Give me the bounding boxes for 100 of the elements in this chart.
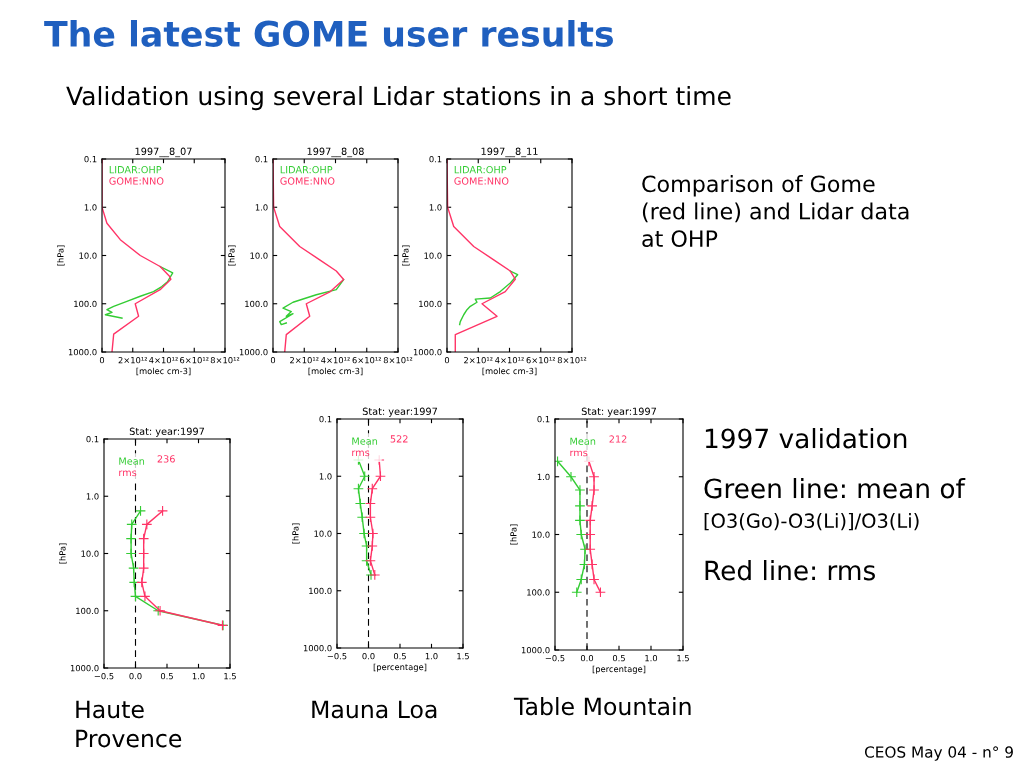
y-tick-label: 0.1 — [84, 155, 97, 163]
x-axis-title: [molec cm-3] — [482, 367, 537, 376]
chart-title: 1997__8_07 — [135, 147, 192, 158]
y-tick-label: 1000.0 — [68, 348, 97, 356]
series-label: GOME:NNO — [454, 177, 509, 185]
x-tick-label: −0.5 — [94, 673, 114, 680]
annotation: 236 — [157, 455, 175, 463]
text: LIDAR:OHP — [109, 165, 162, 174]
x-tick-label: 0.0 — [129, 673, 142, 680]
y-tick-label: 10.0 — [250, 252, 268, 259]
x-tick-label: 0.5 — [160, 673, 173, 680]
y-tick-label: 0.1 — [537, 415, 550, 423]
y-axis-title: [hPa] — [228, 245, 236, 266]
series-label: rms — [352, 450, 370, 457]
x-tick-label: 2×10¹² — [464, 357, 493, 364]
text: The latest GOME user results — [44, 20, 613, 47]
x-axis-title: [molec cm-3] — [136, 367, 191, 376]
x-tick-label: 2×10¹² — [290, 357, 319, 364]
x-tick-label: 6×10¹² — [352, 357, 382, 364]
text: CEOS May 04 - n° 9 — [864, 746, 1013, 761]
text: Green line: mean of — [704, 478, 966, 499]
x-tick-label: 0.0 — [362, 653, 375, 660]
x-tick-label: 1.5 — [677, 655, 689, 662]
y-tick-label: 10.0 — [532, 531, 550, 538]
y-tick-label: 0.1 — [255, 155, 268, 163]
y-tick-label: 0.1 — [319, 415, 332, 423]
y-tick-label: 1000.0 — [413, 348, 442, 356]
series-label: Mean — [570, 437, 596, 445]
y-tick-label: 10.0 — [79, 252, 97, 259]
x-tick-label: 8×10¹² — [210, 357, 240, 364]
series-label: rms — [570, 450, 588, 457]
x-tick-label: 1.5 — [457, 653, 469, 660]
x-tick-label: 1.0 — [192, 673, 205, 680]
text: Mean — [119, 457, 145, 465]
text: [O3(Go)-O3(Li)]/O3(Li) — [704, 513, 919, 531]
x-tick-label: 8×10¹² — [557, 357, 587, 364]
y-tick-label: 100.0 — [419, 300, 442, 308]
chart-title: Stat: year:1997 — [129, 427, 204, 437]
y-axis-title: [hPa] — [402, 245, 410, 266]
y-tick-label: 10.0 — [314, 530, 332, 537]
annotation: 522 — [390, 435, 408, 443]
y-tick-label: 0.1 — [86, 435, 99, 443]
y-tick-label: 100.0 — [527, 589, 550, 596]
x-tick-label: 8×10¹² — [383, 357, 413, 364]
x-tick-label: 1.5 — [224, 673, 236, 680]
x-tick-label: 0.5 — [393, 653, 406, 660]
x-tick-label: −0.5 — [327, 653, 347, 660]
text: Haute Provence — [76, 700, 182, 748]
y-tick-label: 100.0 — [309, 587, 332, 595]
text: Table Mountain — [513, 697, 691, 716]
x-tick-label: 6×10¹² — [180, 357, 209, 364]
x-tick-label: −0.5 — [545, 655, 565, 662]
y-axis-title: [hPa] — [57, 245, 65, 266]
y-tick-label: 1.0 — [86, 493, 99, 500]
series-label: GOME:NNO — [109, 177, 164, 185]
x-tick-label: 4×10¹² — [321, 357, 350, 364]
y-tick-label: 100.0 — [74, 300, 97, 308]
x-tick-label: 0 — [99, 357, 105, 364]
y-tick-label: 1000.0 — [239, 348, 268, 356]
chart-title: 1997__8_08 — [307, 147, 364, 158]
x-axis-title: [percentage] — [592, 665, 646, 674]
x-axis-title: [molec cm-3] — [308, 367, 363, 376]
text: Comparison of Gome (red line) and Lidar data at OHP — [642, 175, 909, 248]
x-tick-label: 0.5 — [612, 655, 625, 662]
y-axis-title: [hPa] — [292, 523, 300, 544]
annotation: 212 — [609, 435, 627, 443]
text: LIDAR:OHP — [280, 165, 333, 174]
series-label: Mean — [352, 437, 378, 445]
y-axis-title: [hPa] — [59, 543, 67, 564]
y-tick-label: 0.1 — [429, 155, 442, 163]
y-tick-label: 1.0 — [537, 473, 550, 481]
x-tick-label: 4×10¹² — [149, 357, 178, 364]
text: rms — [119, 470, 137, 477]
x-tick-label: 0 — [444, 357, 450, 364]
x-tick-label: 0 — [270, 357, 276, 364]
y-axis-title: [hPa] — [510, 524, 518, 545]
text: 1997 validation — [705, 428, 907, 449]
x-tick-label: 6×10¹² — [526, 357, 556, 364]
x-axis-title: [percentage] — [373, 663, 427, 672]
x-tick-label: 1.0 — [645, 655, 658, 662]
text: Mauna Loa — [312, 700, 437, 719]
y-tick-label: 10.0 — [424, 252, 442, 259]
y-tick-label: 1000.0 — [70, 664, 99, 672]
y-tick-label: 100.0 — [76, 607, 99, 615]
series-label: GOME:NNO — [280, 177, 335, 185]
y-tick-label: 1000.0 — [303, 644, 332, 652]
x-tick-label: 0.0 — [580, 655, 594, 662]
chart-title: Stat: year:1997 — [362, 407, 437, 417]
chart-title: 1997__8_11 — [481, 147, 538, 158]
x-tick-label: 4×10¹² — [495, 357, 524, 364]
text: LIDAR:OHP — [454, 165, 507, 174]
y-tick-label: 1.0 — [429, 204, 442, 211]
y-tick-label: 100.0 — [245, 300, 268, 308]
y-tick-label: 10.0 — [81, 550, 99, 557]
x-tick-label: 2×10¹² — [118, 357, 148, 364]
y-tick-label: 1.0 — [84, 204, 97, 211]
y-tick-label: 1.0 — [255, 204, 268, 211]
y-tick-label: 1000.0 — [521, 646, 550, 654]
chart-title: Stat: year:1997 — [581, 407, 656, 417]
text: Red line: rms — [705, 560, 875, 581]
